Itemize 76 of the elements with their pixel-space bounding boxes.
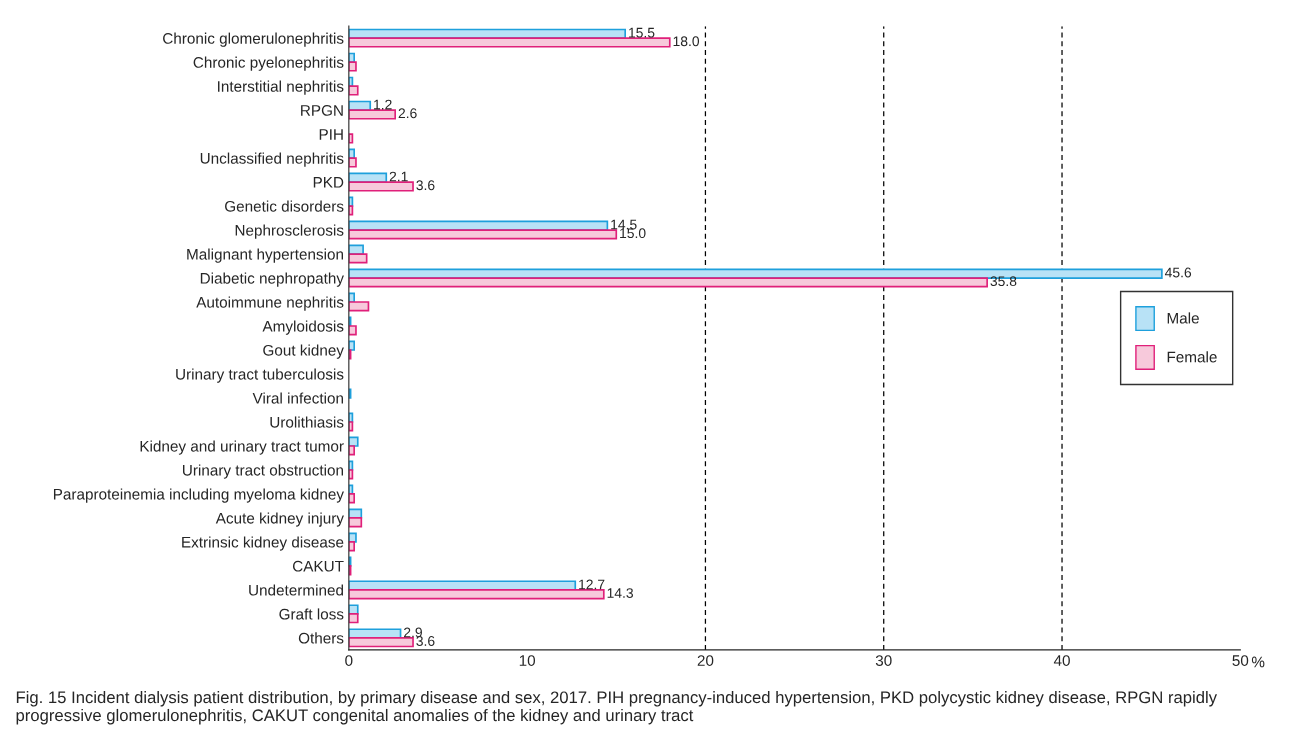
- y-tick-label: Chronic pyelonephritis: [193, 56, 344, 71]
- bar: [348, 445, 356, 456]
- y-tick-label: Malignant hypertension: [187, 248, 343, 263]
- bar: [348, 229, 618, 240]
- data-label: 15.0: [620, 228, 646, 239]
- x-axis-title: %: [1251, 656, 1265, 668]
- x-tick-label: 10: [519, 655, 536, 666]
- data-label: 45.6: [1164, 267, 1192, 278]
- y-tick-label: Others: [298, 632, 344, 644]
- bar: [348, 613, 359, 624]
- bar: [348, 37, 671, 48]
- y-tick-label: Urolithiasis: [270, 416, 344, 428]
- data-label: 35.8: [990, 276, 1017, 287]
- y-tick-label: Amyloidosis: [262, 320, 344, 335]
- data-label: 12.7: [579, 579, 605, 590]
- y-tick-label: Autoimmune nephritis: [196, 296, 344, 311]
- y-tick-label: Paraproteinemia including myeloma kidney: [53, 488, 344, 503]
- y-tick-label: Chronic glomerulonephritis: [163, 32, 344, 47]
- y-tick-label: Genetic disorders: [225, 200, 344, 212]
- y-tick-label: Undetermined: [249, 584, 343, 596]
- y-tick-label: Gout kidney: [263, 344, 344, 359]
- y-tick-label: Kidney and urinary tract tumor: [140, 440, 344, 455]
- bar: [348, 604, 359, 615]
- data-label: 18.0: [673, 36, 700, 47]
- bar: [348, 532, 357, 543]
- caption: Fig. 15 Incident dialysis patient distribution, by primary disease and sex, 2017. PIH pregnancy-induced hypertension, PKD polycystic kidney disease, RPGN rapidly progressive glomerulonephritis, CAKUT congenital anomalies of the kidney and urinary tract: [16, 690, 1218, 725]
- y-tick-label: Urinary tract obstruction: [183, 464, 343, 479]
- bar: [348, 133, 354, 144]
- bar: [348, 157, 357, 168]
- bar: [348, 469, 354, 480]
- legend-label: Male: [1167, 312, 1199, 324]
- bar: [348, 325, 357, 336]
- x-tick-label: 0: [345, 655, 353, 666]
- bar: [348, 637, 414, 648]
- y-tick-label: Diabetic nephropathy: [200, 272, 344, 287]
- x-tick-label: 30: [875, 655, 892, 666]
- bar: [348, 493, 356, 504]
- bar: [348, 181, 414, 192]
- y-tick-label: Viral infection: [252, 392, 343, 404]
- data-label: 3.6: [416, 180, 435, 191]
- data-label: 2.6: [398, 108, 417, 119]
- y-tick-label: Extrinsic kidney disease: [182, 536, 344, 551]
- y-tick-label: RPGN: [301, 104, 343, 116]
- bar: [348, 421, 354, 432]
- data-label: 14.3: [607, 588, 633, 598]
- y-tick-label: PIH: [319, 129, 343, 140]
- bar: [348, 436, 359, 447]
- bar: [348, 85, 359, 96]
- x-tick-label: 50: [1232, 655, 1249, 666]
- data-label: 14.5: [611, 219, 637, 230]
- bar: [348, 301, 370, 312]
- bar: [348, 253, 368, 264]
- bar: [348, 61, 357, 72]
- bar: [348, 340, 356, 351]
- bar: [348, 205, 354, 216]
- bar: [348, 517, 363, 528]
- y-tick-label: Urinary tract tuberculosis: [176, 368, 344, 383]
- legend-label: Female: [1167, 351, 1217, 363]
- y-tick-label: CAKUT: [292, 560, 344, 572]
- data-label: 3.6: [416, 636, 435, 646]
- data-label: 2.1: [389, 171, 408, 182]
- data-label: 1.2: [374, 99, 392, 110]
- bar: [348, 589, 605, 600]
- x-tick-label: 20: [697, 655, 714, 666]
- y-tick-label: Acute kidney injury: [215, 512, 344, 527]
- data-label: 2.9: [404, 627, 422, 638]
- y-tick-label: PKD: [313, 177, 344, 188]
- y-tick-label: Nephrosclerosis: [235, 224, 344, 239]
- bar: [348, 277, 988, 288]
- y-tick-label: Interstitial nephritis: [218, 80, 344, 95]
- y-tick-label: Graft loss: [279, 608, 344, 620]
- y-tick-label: Unclassified nephritis: [200, 152, 344, 167]
- x-tick-label: 40: [1053, 655, 1070, 666]
- bar: [348, 109, 397, 120]
- bar: [348, 541, 356, 552]
- data-label: 15.5: [629, 27, 655, 38]
